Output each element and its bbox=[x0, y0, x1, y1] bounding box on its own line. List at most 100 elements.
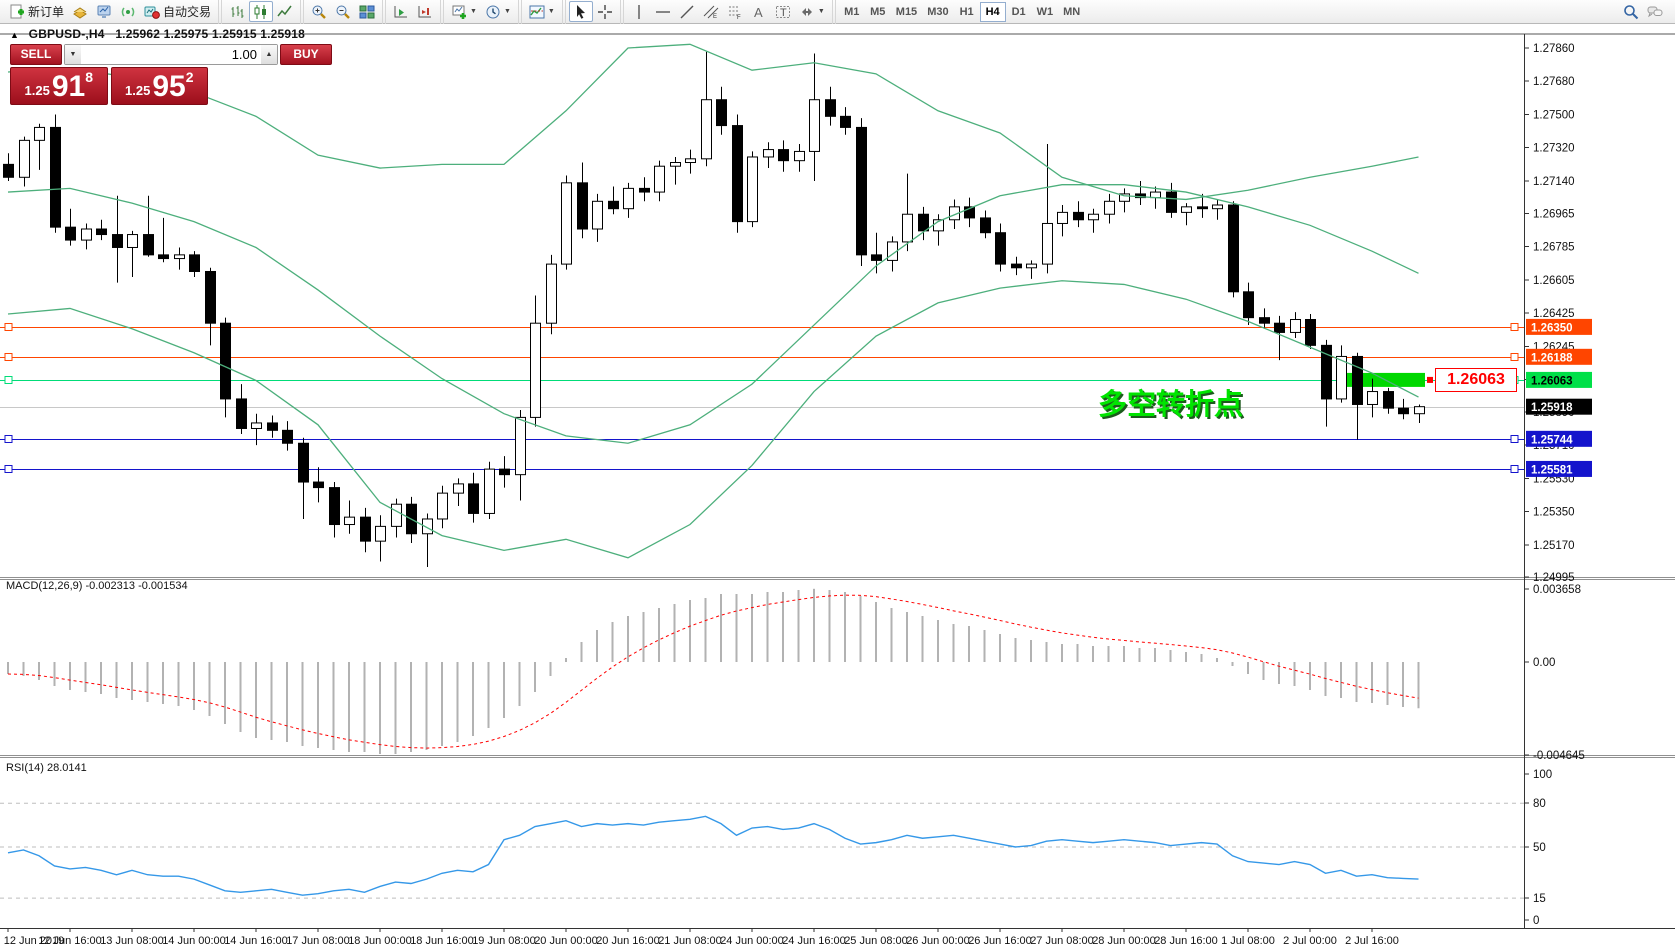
candle-body bbox=[1181, 206, 1192, 213]
candle-body bbox=[127, 234, 138, 248]
fibonacci-button[interactable]: F bbox=[723, 1, 747, 22]
axis-tick-label: 1.25170 bbox=[1533, 540, 1575, 552]
time-axis-label: 1 Jul 08:00 bbox=[1221, 935, 1275, 947]
candle-body bbox=[778, 149, 789, 162]
time-axis-label: 27 Jun 08:00 bbox=[1030, 935, 1094, 947]
candle-body bbox=[592, 200, 603, 230]
hline-handle[interactable] bbox=[1510, 465, 1519, 473]
time-axis-label: 20 Jun 16:00 bbox=[596, 935, 660, 947]
search-icon[interactable] bbox=[1623, 4, 1639, 20]
tf-m15-button[interactable]: M15 bbox=[891, 2, 922, 22]
hline-handle[interactable] bbox=[4, 323, 13, 331]
candle-body bbox=[1274, 322, 1285, 333]
hline-handle[interactable] bbox=[4, 465, 13, 473]
candle-body bbox=[1228, 204, 1239, 293]
arrows-button[interactable]: ▼ bbox=[795, 1, 829, 22]
signals-icon bbox=[120, 4, 136, 20]
profiles-button[interactable]: ▼ bbox=[481, 1, 515, 22]
sell-price-big: 91 bbox=[51, 70, 86, 103]
candle-body bbox=[809, 99, 820, 152]
tf-mn-button[interactable]: MN bbox=[1058, 2, 1085, 22]
time-axis-label: 18 Jun 16:00 bbox=[410, 935, 474, 947]
sell-price-panel[interactable]: 1.25 91 8 bbox=[10, 67, 108, 105]
candle-body bbox=[220, 322, 231, 400]
auto-scroll-button[interactable] bbox=[389, 1, 413, 22]
text-label-button[interactable]: T bbox=[771, 1, 795, 22]
candle-body bbox=[1057, 211, 1068, 224]
candle-body bbox=[329, 487, 340, 526]
tf-h1-button[interactable]: H1 bbox=[954, 2, 980, 22]
price-badge bbox=[1526, 371, 1592, 388]
candle-body bbox=[50, 126, 61, 228]
candle-body bbox=[1352, 355, 1363, 405]
candle-body bbox=[360, 516, 371, 542]
hline-handle[interactable] bbox=[1510, 435, 1519, 443]
chart-shift-button[interactable] bbox=[413, 1, 437, 22]
buy-button[interactable]: BUY bbox=[280, 44, 332, 65]
hline-handle[interactable] bbox=[4, 376, 13, 384]
auto-trading-label: 自动交易 bbox=[163, 5, 212, 19]
candle-body bbox=[871, 254, 882, 261]
tf-h4-button[interactable]: H4 bbox=[979, 1, 1006, 22]
chat-icon[interactable] bbox=[1647, 4, 1663, 20]
text-button[interactable]: A bbox=[747, 1, 771, 22]
hline-handle[interactable] bbox=[4, 353, 13, 361]
new-chart-button[interactable]: ▼ bbox=[447, 1, 481, 22]
vertical-line-button[interactable] bbox=[627, 1, 651, 22]
new-order-icon bbox=[9, 4, 25, 20]
candle-body bbox=[639, 187, 650, 193]
tile-windows-button[interactable] bbox=[355, 1, 379, 22]
axis-tick-label: 1.26425 bbox=[1533, 308, 1575, 320]
trendline-button[interactable] bbox=[675, 1, 699, 22]
tf-m5-button[interactable]: M5 bbox=[865, 2, 891, 22]
volume-up-button[interactable]: ▲ bbox=[261, 45, 277, 64]
price-level-flag[interactable]: 1.26063 bbox=[1435, 368, 1517, 392]
indicators-button[interactable]: ▼ bbox=[525, 1, 559, 22]
candle-body bbox=[1414, 406, 1425, 415]
horizontal-line-button[interactable] bbox=[651, 1, 675, 22]
new-order-label: 新订单 bbox=[28, 5, 65, 19]
new-order-button[interactable]: 新订单 bbox=[5, 1, 68, 22]
candle-body bbox=[840, 115, 851, 128]
hline-handle[interactable] bbox=[4, 435, 13, 443]
chart-annotation-text[interactable]: 多空转折点 bbox=[1098, 389, 1244, 421]
candle-body bbox=[81, 228, 92, 241]
one-click-collapse-icon[interactable]: ▲ bbox=[10, 30, 20, 40]
crosshair-button[interactable] bbox=[593, 1, 617, 22]
tf-m1-button[interactable]: M1 bbox=[839, 2, 865, 22]
market-watch-button[interactable] bbox=[92, 1, 116, 22]
svg-text:F: F bbox=[737, 15, 741, 20]
hline-handle[interactable] bbox=[1510, 353, 1519, 361]
candlestick-chart-button[interactable] bbox=[249, 1, 274, 22]
tf-w1-button[interactable]: W1 bbox=[1032, 2, 1059, 22]
chart-canvas[interactable]: 1.27860 1.27680 1.27500 1.27320 1.27140 1.269… bbox=[0, 24, 1675, 949]
trendline-icon bbox=[679, 4, 695, 20]
line-chart-icon bbox=[277, 4, 293, 20]
history-center-button[interactable] bbox=[68, 1, 92, 22]
line-chart-button[interactable] bbox=[273, 1, 297, 22]
tf-d1-button[interactable]: D1 bbox=[1006, 2, 1032, 22]
equidistant-channel-button[interactable]: E bbox=[699, 1, 723, 22]
zoom-in-button[interactable] bbox=[307, 1, 331, 22]
auto-trading-button[interactable]: 自动交易 bbox=[140, 1, 215, 22]
zoom-out-button[interactable] bbox=[331, 1, 355, 22]
buy-price-panel[interactable]: 1.25 95 2 bbox=[110, 67, 208, 105]
cursor-button[interactable] bbox=[568, 1, 593, 22]
bar-chart-button[interactable] bbox=[225, 1, 249, 22]
candle-body bbox=[313, 481, 324, 489]
axis-tick-label: 1.27860 bbox=[1533, 43, 1575, 55]
tf-m30-button[interactable]: M30 bbox=[922, 2, 953, 22]
sell-button[interactable]: SELL bbox=[10, 44, 62, 65]
candle-body bbox=[158, 254, 169, 260]
hline-handle[interactable] bbox=[1510, 323, 1519, 331]
candle-body bbox=[19, 139, 30, 178]
candle-body bbox=[856, 126, 867, 256]
axis-tick-label: 1.27500 bbox=[1533, 109, 1575, 121]
volume-input[interactable] bbox=[81, 45, 261, 64]
candle-body bbox=[112, 234, 123, 248]
signals-button[interactable] bbox=[116, 1, 140, 22]
candle-body bbox=[561, 182, 572, 265]
zoom-in-icon bbox=[311, 4, 327, 20]
volume-down-button[interactable]: ▼ bbox=[65, 45, 81, 64]
